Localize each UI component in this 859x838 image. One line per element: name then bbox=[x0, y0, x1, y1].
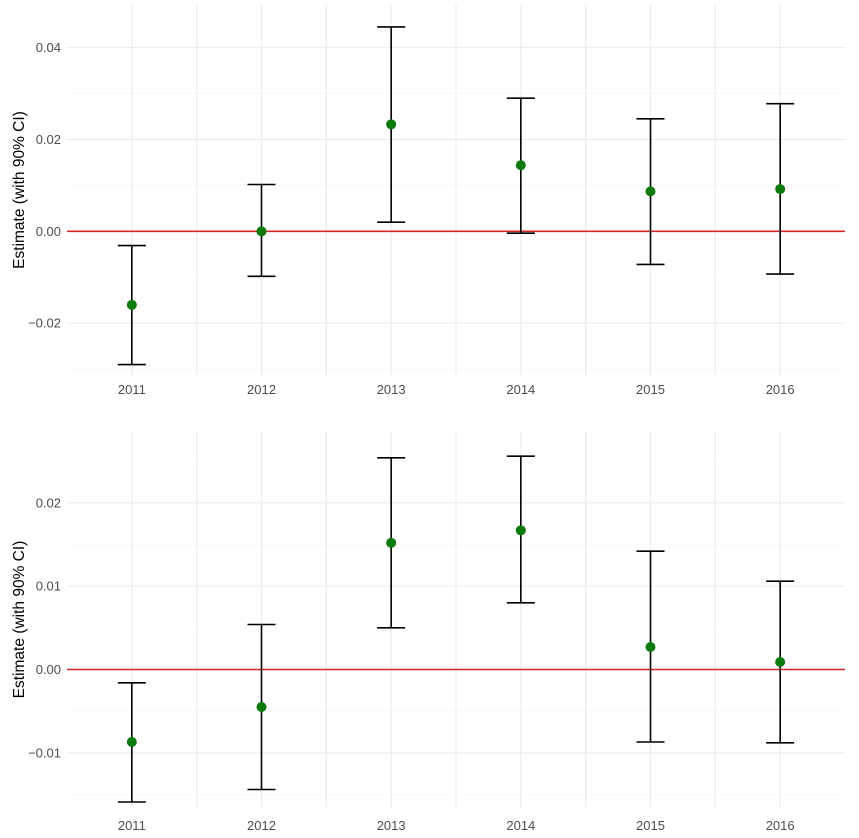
y-tick-label: 0.00 bbox=[36, 224, 61, 239]
estimate-point bbox=[645, 642, 656, 652]
x-tick-label: 2012 bbox=[247, 818, 276, 833]
estimate-point bbox=[515, 160, 526, 171]
y-tick-label: −0.02 bbox=[28, 316, 61, 331]
estimate-point bbox=[256, 226, 267, 237]
x-tick-label: 2014 bbox=[506, 818, 535, 833]
estimate-point bbox=[775, 657, 786, 667]
estimate-point bbox=[386, 119, 397, 130]
x-tick-label: 2016 bbox=[766, 818, 795, 833]
x-tick-label: 2015 bbox=[636, 382, 665, 397]
estimate-point bbox=[386, 537, 397, 548]
x-tick-label: 2011 bbox=[118, 382, 146, 397]
x-tick-label: 2013 bbox=[377, 382, 406, 397]
chart-panel-2: −0.01 0.00 0.01 0.02 2011 2012 2013 2014 2015 201… bbox=[11, 432, 845, 833]
y-tick-label: 0.01 bbox=[36, 579, 61, 594]
y-tick-label: −0.01 bbox=[28, 745, 61, 760]
estimate-point bbox=[126, 299, 137, 310]
x-tick-label: 2016 bbox=[766, 382, 795, 397]
y-axis-title: Estimate (with 90% CI) bbox=[11, 541, 28, 699]
x-tick-label: 2013 bbox=[377, 818, 406, 833]
estimate-point bbox=[515, 525, 526, 536]
x-tick-label: 2011 bbox=[118, 818, 146, 833]
y-axis-title: Estimate (with 90% CI) bbox=[11, 111, 28, 269]
y-tick-label: 0.00 bbox=[36, 662, 61, 677]
y-tick-label: 0.02 bbox=[36, 132, 61, 147]
y-tick-label: 0.02 bbox=[36, 495, 61, 510]
estimate-point bbox=[126, 737, 137, 747]
y-tick-label: 0.04 bbox=[36, 40, 61, 55]
x-tick-label: 2014 bbox=[506, 382, 535, 397]
estimate-point bbox=[645, 186, 656, 197]
estimate-point bbox=[256, 702, 267, 712]
chart-panel-1: −0.02 0.00 0.02 0.04 2011 2012 2013 2014 2015 201… bbox=[11, 4, 845, 397]
estimate-point bbox=[775, 184, 786, 195]
x-tick-label: 2012 bbox=[247, 382, 276, 397]
x-tick-label: 2015 bbox=[636, 818, 665, 833]
